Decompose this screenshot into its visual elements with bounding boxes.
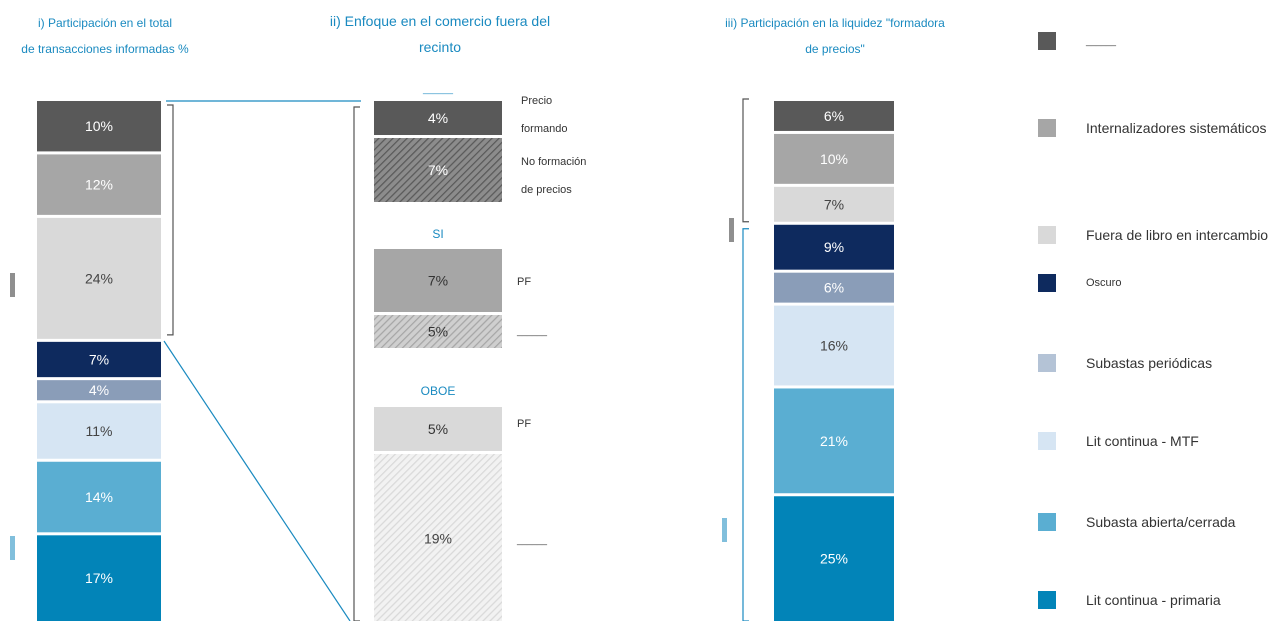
panel3-data-label: 16% <box>820 338 848 354</box>
panel1-data-label: 17% <box>85 570 113 586</box>
legend-swatch <box>1038 354 1056 372</box>
panel3-title-line1: iii) Participación en la liquidez "forma… <box>725 16 945 30</box>
panel1-data-label: 11% <box>86 423 113 439</box>
panel1-bar-segment <box>37 403 161 459</box>
legend-label: Subasta abierta/cerrada <box>1086 514 1236 530</box>
panel2-bar-segment <box>374 454 502 621</box>
legend-label: Subastas periódicas <box>1086 355 1213 371</box>
legend-item: Internalizadores sistemáticos <box>1038 119 1267 137</box>
panel2-segment-note: No formación de precios <box>521 156 586 196</box>
panel1-bar-segment <box>37 461 161 533</box>
panel1-bar-segment <box>37 154 161 215</box>
legend-label: Internalizadores sistemáticos <box>1086 120 1267 136</box>
panel3-bar-segment <box>774 272 894 303</box>
panel2-data-label: 7% <box>428 162 448 178</box>
bracket <box>167 104 174 336</box>
panel2-segment-note: ______ <box>516 326 548 336</box>
panel3-bar-segment <box>774 496 894 621</box>
panel2-bar-segment <box>374 407 502 451</box>
legend-swatch <box>1038 432 1056 450</box>
panel3-data-label: 6% <box>824 108 844 124</box>
panel3-bar-segment <box>774 305 894 386</box>
legend-item: Lit continua - primaria <box>1038 591 1221 609</box>
legend-swatch <box>1038 591 1056 609</box>
panel2-title-line1: ii) Enfoque en el comercio fuera del <box>329 13 551 29</box>
panel1-bar-segment <box>37 535 161 621</box>
legend-label: Oscuro <box>1086 277 1122 289</box>
panel2-bar-segment <box>374 101 502 135</box>
panel2-data-label: 7% <box>428 273 448 289</box>
panel1-data-label: 12% <box>85 177 113 193</box>
legend-label: Lit continua - MTF <box>1086 433 1199 449</box>
panel2-group-header: OBOE <box>421 384 456 398</box>
panel3-data-label: 9% <box>824 239 844 255</box>
legend-swatch <box>1038 226 1056 244</box>
legend-label: ______ <box>1086 36 1117 46</box>
panel1-data-label: 7% <box>89 352 109 368</box>
side-label-lit <box>722 518 727 542</box>
panel3-bar-segment <box>774 388 894 494</box>
legend-swatch <box>1038 119 1056 137</box>
panel2-group-header: SI <box>432 227 443 241</box>
panel2-title-line2: recinto <box>418 39 462 55</box>
legend-item: Fuera de libro en intercambio <box>1038 226 1268 244</box>
panel2-data-label: 5% <box>428 421 448 437</box>
legend-item: ______ <box>1038 32 1116 50</box>
panel1-bar-segment <box>37 341 161 378</box>
panel3-data-label: 25% <box>820 551 848 567</box>
panel1-data-label: 14% <box>85 489 113 505</box>
legend-item: Lit continua - MTF <box>1038 432 1199 450</box>
panel3-bar-segment <box>774 133 894 184</box>
panel3-bar-segment <box>774 186 894 222</box>
panel3-data-label: 6% <box>824 280 844 296</box>
bracket <box>353 106 360 621</box>
side-label-offexchange <box>729 218 734 242</box>
side-label-lit <box>10 536 15 560</box>
side-label-offexchange <box>10 273 15 297</box>
legend-swatch <box>1038 32 1056 50</box>
panel1-data-label: 24% <box>85 270 113 286</box>
panel2-title: ii) Enfoque en el comercio fuera del rec… <box>300 8 580 60</box>
panel1-title-line1: i) Participación en el total <box>37 16 173 30</box>
panel2-data-label: 19% <box>424 531 452 547</box>
panel1-title-line2: de transacciones informadas % <box>21 42 189 56</box>
panel3-data-label: 10% <box>820 151 848 167</box>
panel2-group-header: ______ <box>422 84 454 94</box>
bracket <box>742 98 749 223</box>
panel3-data-label: 21% <box>820 433 848 449</box>
legend-swatch <box>1038 274 1056 292</box>
panel1-data-label: 4% <box>89 382 109 398</box>
panel3-bar-segment <box>774 224 894 270</box>
panel2-bar-segment <box>374 315 502 348</box>
legend-item: Oscuro <box>1038 274 1121 292</box>
panel2-segment-note: PF <box>517 276 531 288</box>
panel1-title: i) Participación en el total de transacc… <box>10 10 200 62</box>
panel2-segment-note: Precio formando <box>521 95 567 135</box>
panel1-bar-segment <box>37 217 161 339</box>
panel2-bar-segment <box>374 249 502 312</box>
legend-label: Fuera de libro en intercambio <box>1086 227 1269 243</box>
panel1-data-label: 10% <box>85 118 113 134</box>
panel2-segment-note: PF <box>517 418 531 430</box>
panel2-segment-note: ______ <box>516 535 548 545</box>
legend-item: Subasta abierta/cerrada <box>1038 513 1235 531</box>
connector-line <box>163 340 351 621</box>
panel3-title-line2: de precios" <box>805 42 865 56</box>
legend-swatch <box>1038 513 1056 531</box>
legend-item: Subastas periódicas <box>1038 354 1212 372</box>
panel3-title: iii) Participación en la liquidez "forma… <box>690 10 980 62</box>
panel2-data-label: 4% <box>428 110 448 126</box>
panel2-bar-segment <box>374 138 502 202</box>
panel3-data-label: 7% <box>824 196 844 212</box>
legend-label: Lit continua - primaria <box>1086 592 1221 608</box>
panel2-data-label: 5% <box>428 324 448 340</box>
bracket <box>742 228 749 621</box>
panel3-bar-segment <box>774 101 894 131</box>
panel1-bar-segment <box>37 380 161 401</box>
panel1-bar-segment <box>37 101 161 152</box>
